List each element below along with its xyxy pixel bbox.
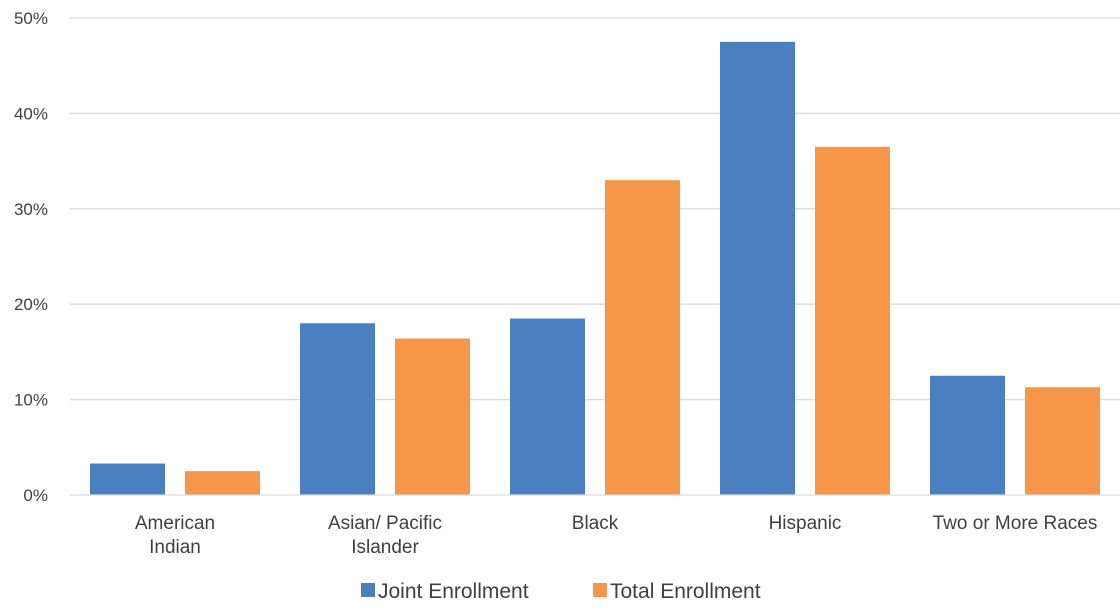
x-category-label: Islander (351, 537, 419, 558)
x-axis-category-labels: American Indian Asian/ Pacific Islander Blac… (135, 513, 1097, 558)
legend-swatch-joint-enrollment (361, 583, 375, 597)
legend: Joint Enrollment Total Enrollment (361, 580, 761, 603)
y-tick-label: 50% (14, 9, 48, 28)
legend-swatch-total-enrollment (593, 583, 607, 597)
x-category-label: American (135, 513, 215, 534)
gridlines (70, 17, 1120, 401)
bar-total-enrollment-3 (815, 146, 890, 496)
bar-total-enrollment-1 (395, 338, 470, 495)
bar-joint-enrollment-3 (720, 41, 795, 495)
y-tick-label: 0% (23, 486, 48, 505)
y-axis-tick-labels: 0% 10% 20% 30% 40% 50% (14, 9, 48, 505)
x-category-label: Two or More Races (933, 513, 1098, 534)
y-tick-label: 40% (14, 104, 48, 123)
x-category-label: Indian (149, 537, 201, 558)
y-tick-label: 20% (14, 295, 48, 314)
x-category-label: Hispanic (769, 513, 842, 534)
x-category-label: Black (572, 513, 619, 534)
bars (90, 41, 1100, 496)
legend-label: Total Enrollment (610, 580, 761, 603)
legend-label: Joint Enrollment (378, 580, 529, 603)
bar-total-enrollment-4 (1025, 387, 1100, 495)
bar-joint-enrollment-1 (300, 323, 375, 495)
bar-joint-enrollment-0 (90, 463, 165, 495)
bar-total-enrollment-2 (605, 180, 680, 495)
bar-joint-enrollment-4 (930, 375, 1005, 495)
y-tick-label: 30% (14, 200, 48, 219)
bar-joint-enrollment-2 (510, 318, 585, 495)
y-tick-label: 10% (14, 391, 48, 410)
x-category-label: Asian/ Pacific (328, 513, 442, 534)
bar-total-enrollment-0 (185, 471, 260, 495)
